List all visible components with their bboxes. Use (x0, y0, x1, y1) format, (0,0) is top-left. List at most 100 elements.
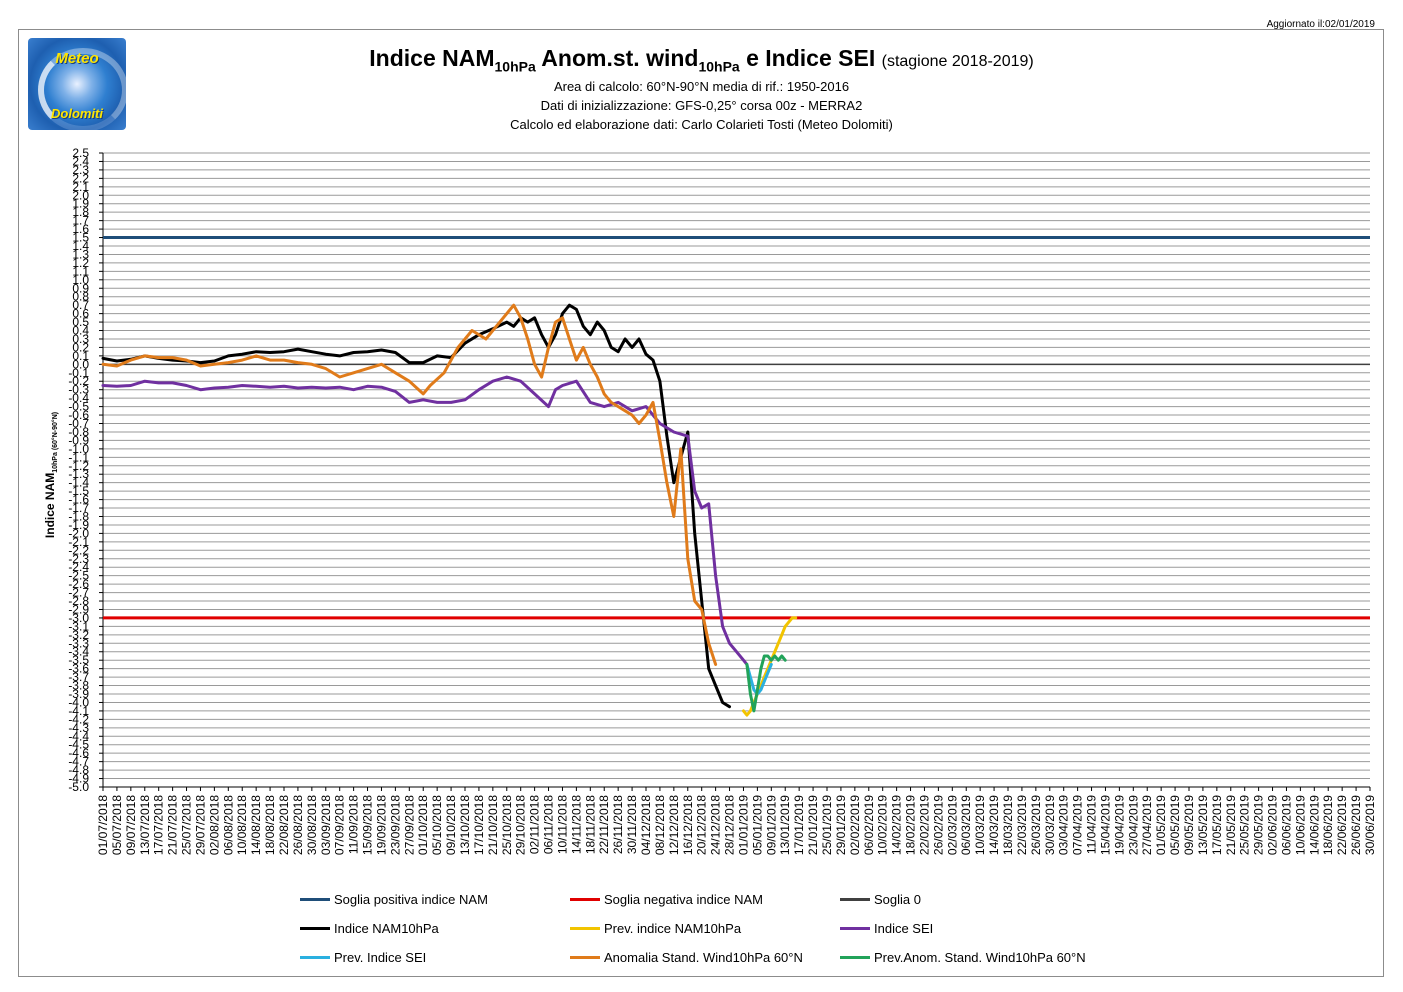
y-tick-label: -3.0 (68, 611, 89, 625)
x-tick-label: 06/02/2019 (862, 795, 876, 855)
y-tick-label: -0.3 (68, 383, 89, 397)
x-tick-label: 28/12/2018 (723, 795, 737, 855)
series-line (101, 303, 731, 709)
y-tick-labels: 2.52.42.32.22.12.01.91.81.71.61.51.41.31… (68, 146, 89, 794)
y-tick-label: 0.7 (72, 298, 89, 312)
logo-text-meteo: Meteo (55, 50, 99, 67)
x-tick-label: 06/11/2018 (542, 795, 556, 854)
y-tick-label: 0.2 (72, 340, 89, 354)
x-tick-label: 14/11/2018 (569, 795, 583, 854)
x-tick-label: 18/06/2019 (1321, 795, 1335, 855)
y-tick-label: 0.8 (72, 290, 89, 304)
subtitle-area: Area di calcolo: 60°N-90°N media di rif.… (553, 79, 850, 94)
title-part-nam: Indice NAM (369, 45, 495, 71)
x-tick-label: 02/03/2019 (945, 795, 959, 855)
y-tick-label: -2.6 (68, 577, 89, 591)
updated-date: Aggiornato il:02/01/2019 (1266, 19, 1375, 30)
y-tick-label: -3.5 (68, 653, 89, 667)
legend-swatch (570, 897, 600, 901)
x-tick-label: 13/10/2018 (458, 795, 472, 855)
y-tick-label: -1.8 (68, 509, 89, 523)
x-tick-label: 15/04/2019 (1098, 795, 1112, 855)
y-tick-label: -1.7 (68, 501, 89, 515)
x-tick-label: 30/11/2018 (625, 795, 639, 854)
y-tick-label: 1.0 (72, 273, 89, 287)
legend-label: Soglia positiva indice NAM (334, 891, 488, 907)
y-tick-label: -0.9 (68, 433, 89, 447)
title-sub-nam: 10hPa (494, 58, 536, 75)
chart-frame (18, 29, 1384, 977)
x-tick-label: 23/04/2019 (1126, 795, 1140, 855)
x-tick-label: 30/08/2018 (305, 795, 319, 855)
y-tick-label: 1.6 (72, 222, 89, 236)
legend-swatch (300, 897, 330, 901)
x-tick-label: 17/10/2018 (472, 795, 486, 855)
legend-item: Prev.Anom. Stand. Wind10hPa 60°N (840, 947, 1086, 967)
legend-label: Prev. indice NAM10hPa (604, 920, 742, 936)
y-tick-label: -0.7 (68, 417, 89, 431)
series-line (101, 303, 718, 666)
x-tick-label: 02/06/2019 (1266, 795, 1280, 855)
x-tick-label: 18/11/2018 (583, 795, 597, 854)
y-tick-label: 0.5 (72, 315, 89, 329)
legend-swatch (300, 926, 330, 930)
x-tick-label: 06/06/2019 (1279, 795, 1293, 855)
y-tick-label: -0.6 (68, 408, 89, 422)
x-tick-label: 29/10/2018 (514, 795, 528, 855)
x-tick-label: 23/09/2018 (388, 795, 402, 855)
subtitle-author: Calcolo ed elaborazione dati: Carlo Cola… (510, 117, 893, 132)
y-tick-label: 0.6 (72, 307, 89, 321)
legend-swatch (840, 955, 870, 959)
x-tick-label: 22/11/2018 (597, 795, 611, 854)
y-tick-label: -4.7 (68, 755, 89, 769)
x-tick-label: 11/09/2018 (347, 795, 361, 854)
x-tick-label: 27/04/2019 (1140, 795, 1154, 855)
x-tick-label: 22/08/2018 (277, 795, 291, 855)
y-tick-label: -2.2 (68, 543, 89, 557)
y-tick-label: 2.5 (72, 146, 89, 160)
x-tick-labels: 01/07/2018 05/07/2018 09/07/2018 13/07/2018… (96, 795, 1377, 855)
x-tick-label: 15/09/2018 (361, 795, 375, 855)
y-tick-label: -0.5 (68, 400, 89, 414)
y-tick-label: -4.4 (68, 729, 89, 743)
y-tick-label: -2.7 (68, 586, 89, 600)
legend-item: Indice SEI (840, 918, 933, 938)
x-tick-label: 16/12/2018 (681, 795, 695, 855)
x-tick-label: 26/03/2019 (1029, 795, 1043, 855)
y-tick-label: -1.5 (68, 484, 89, 498)
x-tick-label: 21/07/2018 (166, 795, 180, 855)
x-tick-label: 01/01/2019 (736, 795, 750, 855)
x-tick-label: 09/07/2018 (124, 795, 138, 855)
y-tick-label: -1.3 (68, 467, 89, 481)
legend-label: Anomalia Stand. Wind10hPa 60°N (604, 949, 803, 965)
y-tick-label: -1.1 (68, 450, 89, 464)
x-tick-label: 29/01/2019 (834, 795, 848, 855)
y-tick-label: 0.4 (72, 324, 89, 338)
legend-swatch (840, 926, 870, 930)
x-tick-label: 09/10/2018 (444, 795, 458, 855)
x-tick-label: 30/03/2019 (1043, 795, 1057, 855)
x-tick-label: 29/07/2018 (193, 795, 207, 855)
x-tick-label: 25/07/2018 (180, 795, 194, 855)
x-tick-label: 11/04/2019 (1085, 795, 1099, 854)
x-tick-label: 12/12/2018 (667, 795, 681, 855)
y-tick-label: 1.8 (72, 205, 89, 219)
series-line (745, 662, 773, 696)
legend-item: Soglia 0 (840, 889, 921, 909)
y-tick-label: -3.7 (68, 670, 89, 684)
y-tick-label: -4.5 (68, 738, 89, 752)
legend-label: Indice SEI (874, 920, 934, 936)
legend-swatch (300, 955, 330, 959)
y-tick-label: -1.0 (68, 442, 89, 456)
x-tick-label: 25/05/2019 (1238, 795, 1252, 855)
y-tick-label: -2.8 (68, 594, 89, 608)
x-tick-label: 10/03/2019 (973, 795, 987, 855)
x-tick-label: 05/01/2019 (750, 795, 764, 855)
x-tick-label: 30/06/2019 (1363, 795, 1377, 855)
y-tick-label: 1.2 (72, 256, 89, 270)
x-tick-label: 26/06/2019 (1349, 795, 1363, 855)
x-tick-label: 05/07/2018 (110, 795, 124, 855)
y-tick-label: 2.1 (72, 180, 89, 194)
title-sub-wind: 10hPa (698, 58, 740, 75)
